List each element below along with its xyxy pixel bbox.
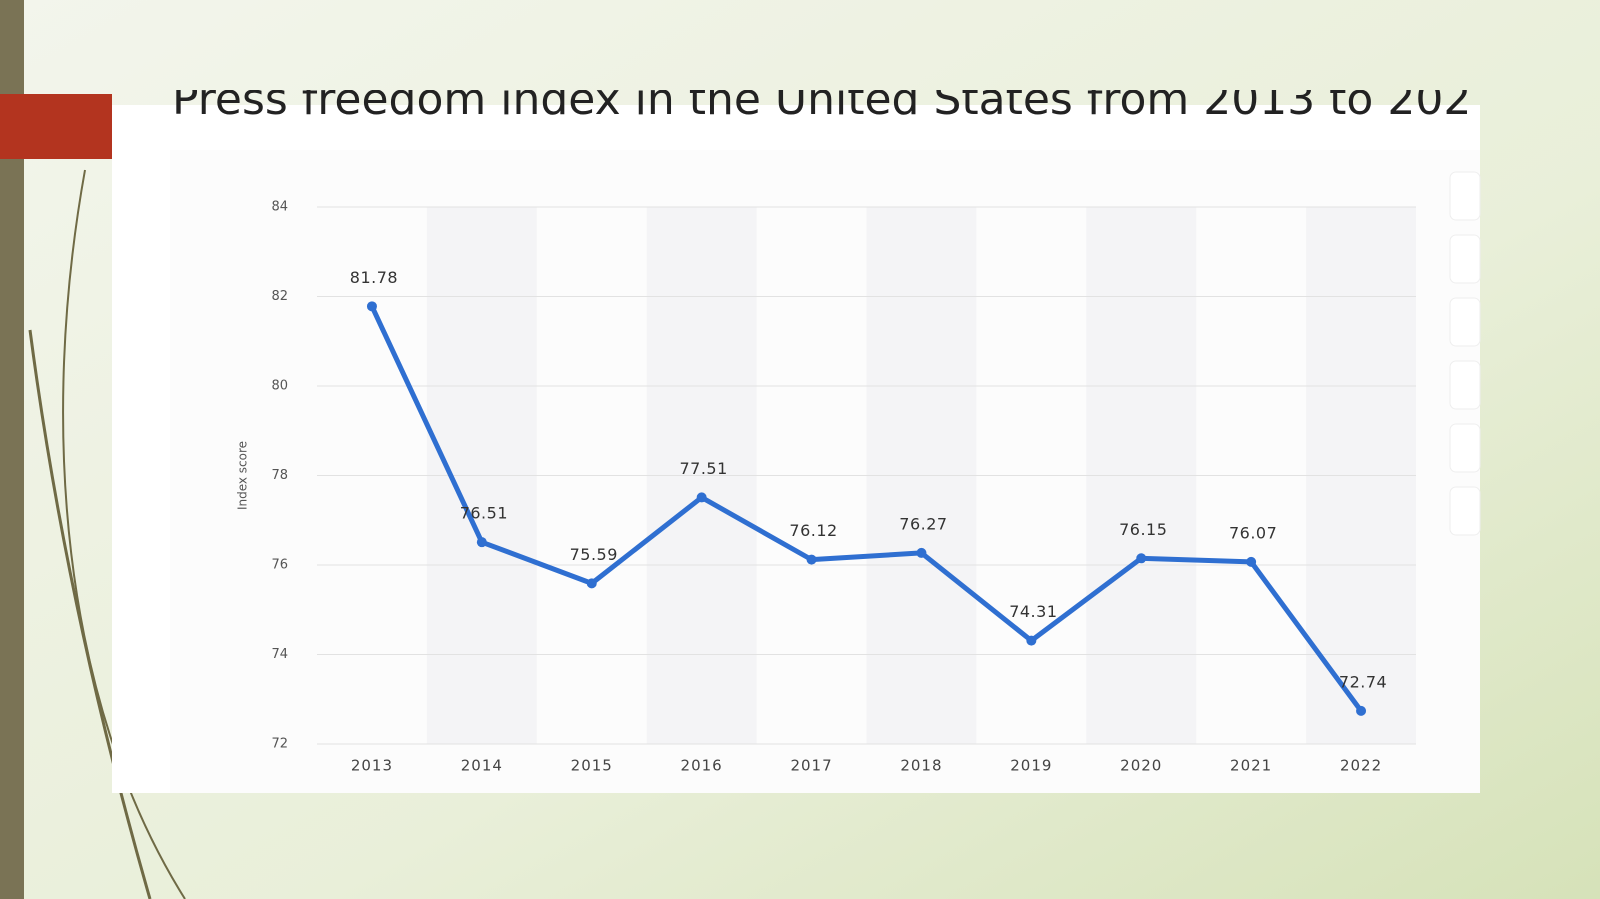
tool-button[interactable] [1449,423,1481,473]
x-tick-label: 2013 [351,757,393,775]
point [1246,556,1257,567]
point [476,537,487,548]
tool-button[interactable] [1449,297,1481,347]
y-tick-label: 80 [271,379,288,394]
x-tick-label: 2021 [1230,757,1272,775]
x-tick-label: 2016 [681,757,723,775]
tool-button[interactable] [1449,234,1481,284]
chart-title: Press freedom index in the United States… [172,74,1471,125]
data-label: 75.59 [570,545,618,564]
tool-button[interactable] [1449,486,1481,536]
point [586,578,597,589]
decor-curve [62,169,186,899]
data-label: 76.51 [460,504,508,523]
x-tick-label: 2018 [900,757,942,775]
x-tick-label: 2019 [1010,757,1052,775]
data-label: 74.31 [1009,602,1057,621]
accent-bar [0,94,112,159]
x-tick-label: 2020 [1120,757,1162,775]
y-tick-label: 78 [271,468,288,483]
x-tick-label: 2017 [790,757,832,775]
y-tick-label: 72 [271,737,288,752]
line [369,305,1364,713]
chart: 72 74 76 78 80 82 84 Index score 2013 2014 2015 201… [236,200,1416,775]
data-label: 72.74 [1339,672,1387,691]
y-tick-label: 84 [271,200,288,215]
tool-button[interactable] [1449,171,1481,221]
y-tick-label: 82 [271,289,288,304]
data-label: 76.27 [899,514,947,533]
point [1356,705,1367,716]
x-tick-label: 2014 [461,757,503,775]
point [1026,635,1037,646]
x-tick-label: 2015 [571,757,613,775]
plot-panel [170,150,1480,793]
data-label: 76.15 [1119,520,1167,539]
data-label: 81.78 [350,268,398,287]
y-axis-label: Index score [236,441,250,510]
point [1136,553,1147,564]
x-tick-label: 2022 [1340,757,1382,775]
decor-curve [28,329,152,899]
data-label: 76.07 [1229,523,1277,542]
tool-button[interactable] [1449,360,1481,410]
y-tick-label: 76 [271,558,288,573]
data-label: 77.51 [679,459,727,478]
point [696,492,707,503]
point [366,301,377,312]
y-tick-label: 74 [271,647,288,662]
point [916,547,927,558]
toolbar [1449,171,1481,536]
point [806,554,817,565]
data-label: 76.12 [789,521,837,540]
